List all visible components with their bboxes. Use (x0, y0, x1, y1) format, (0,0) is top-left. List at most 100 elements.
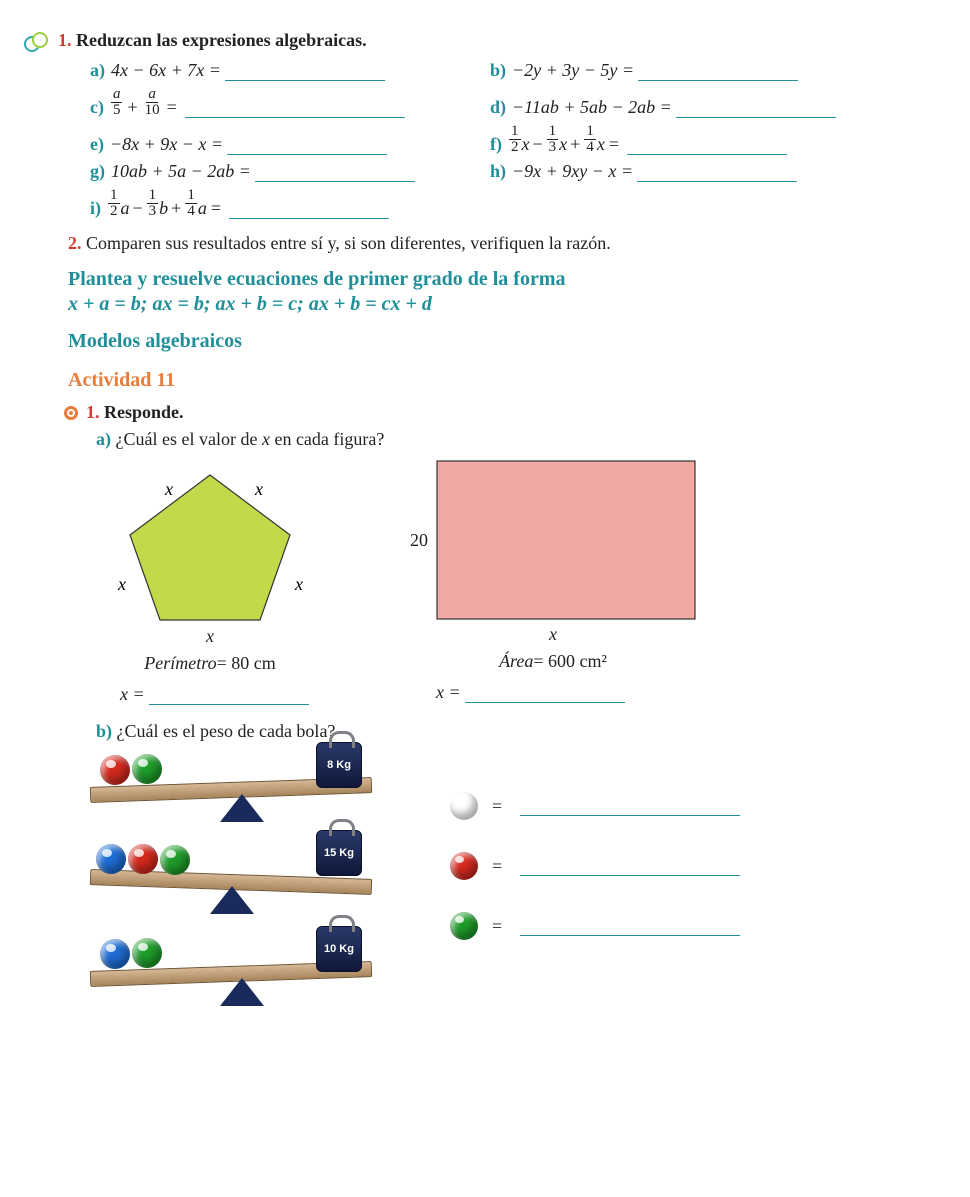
exercise-2: 2. Comparen sus resultados entre sí y, s… (68, 233, 930, 254)
q-letter: a) (96, 429, 111, 449)
green-ball (132, 754, 162, 784)
red-ball (100, 755, 130, 785)
item-letter: c) (90, 97, 104, 118)
balances-section: 8 Kg 15 Kg 10 Kg = = (90, 752, 930, 1006)
op: − (533, 134, 543, 155)
weight-10kg: 10 Kg (316, 926, 362, 972)
op: + (570, 134, 580, 155)
question-a: a) ¿Cuál es el valor de x en cada figura… (96, 429, 930, 450)
answer-blank[interactable] (227, 134, 387, 155)
legend-red: = (450, 852, 740, 880)
red-ball-icon (450, 852, 478, 880)
rectangle-caption: Área = 600 cm² (499, 651, 607, 672)
frac-den: 2 (509, 140, 521, 155)
caption-rest: = 80 cm (217, 653, 276, 674)
ex1-title: Reduzcan las expresiones algebraicas. (76, 30, 367, 50)
answer-blank[interactable] (465, 682, 625, 703)
answer-blank[interactable] (225, 60, 385, 81)
item-expr: 4x − 6x + 7x = (111, 60, 221, 81)
item-expr: −9x + 9xy − x = (512, 161, 633, 182)
frac-num: 1 (509, 124, 521, 140)
item-letter: f) (490, 134, 502, 155)
answer-blank[interactable] (676, 97, 836, 118)
weight-15kg: 15 Kg (316, 830, 362, 876)
var: x (522, 134, 530, 155)
rectangle-shape (437, 461, 695, 619)
frac-num: 1 (584, 124, 596, 140)
green-ball (132, 938, 162, 968)
eq: = (492, 796, 502, 817)
answer-blank[interactable] (637, 161, 797, 182)
activity-heading: Actividad 11 (68, 369, 930, 392)
answer-blank[interactable] (229, 198, 389, 219)
item-f: f) 12x − 13x + 14x = (490, 124, 920, 155)
frac-num: 1 (185, 188, 197, 204)
frac-den: 3 (147, 204, 159, 219)
pentagon-answer: x = (120, 684, 309, 705)
section-heading-1a: Plantea y resuelve ecuaciones de primer … (68, 268, 930, 291)
ball-legend: = = = (450, 792, 740, 1006)
answer-blank[interactable] (185, 97, 405, 118)
blue-ball (100, 939, 130, 969)
frac-num: a (146, 87, 158, 103)
caption-word: Área (499, 651, 533, 672)
green-ball (160, 845, 190, 875)
frac-num: a (111, 87, 123, 103)
item-e: e) −8x + 9x − x = (90, 134, 490, 155)
var: b (159, 198, 168, 219)
answer-blank[interactable] (255, 161, 415, 182)
side-label: x (164, 479, 173, 499)
act1-number: 1. (86, 402, 100, 422)
answer-blank[interactable] (520, 796, 740, 817)
balance-stack: 8 Kg 15 Kg 10 Kg (90, 752, 370, 1006)
item-expr: 10ab + 5a − 2ab = (111, 161, 251, 182)
answer-label: x = (436, 682, 461, 703)
op: + (171, 198, 181, 219)
exercise-1-header: 1. Reduzcan las expresiones algebraicas. (60, 30, 930, 54)
target-icon (64, 406, 78, 420)
section-heading-2: Modelos algebraicos (68, 330, 930, 353)
item-expr: −8x + 9x − x = (110, 134, 223, 155)
item-i: i) 12a − 13b + 14a = (90, 188, 490, 219)
frac-den: 4 (584, 140, 596, 155)
side-label: x (254, 479, 263, 499)
answer-blank[interactable] (149, 684, 309, 705)
question-b: b) ¿Cuál es el peso de cada bola? (96, 721, 930, 742)
blue-ball-icon (450, 792, 478, 820)
ex2-text: Comparen sus resultados entre sí y, si s… (86, 233, 611, 253)
item-expr: −11ab + 5ab − 2ab = (512, 97, 672, 118)
frac-den: 3 (547, 140, 559, 155)
answer-blank[interactable] (638, 60, 798, 81)
balance-2: 15 Kg (90, 844, 370, 914)
var: a (121, 198, 130, 219)
eq: = (492, 916, 502, 937)
item-letter: e) (90, 134, 104, 155)
double-circle-icon (24, 32, 50, 54)
var: x (559, 134, 567, 155)
var: a (198, 198, 207, 219)
q-letter: b) (96, 721, 112, 741)
item-letter: a) (90, 60, 105, 81)
item-g: g) 10ab + 5a − 2ab = (90, 161, 490, 182)
item-d: d) −11ab + 5ab − 2ab = (490, 97, 920, 118)
legend-green: = (450, 912, 740, 940)
figures-row: x x x x x Perímetro = 80 cm x = 20 x Áre… (110, 460, 930, 705)
answer-blank[interactable] (520, 916, 740, 937)
green-ball-icon (450, 912, 478, 940)
pentagon-svg: x x x x (110, 460, 310, 630)
caption-word: Perímetro (144, 653, 216, 674)
answer-blank[interactable] (627, 134, 787, 155)
item-letter: h) (490, 161, 506, 182)
section-heading-1b: x + a = b; ax = b; ax + b = c; ax + b = … (68, 293, 930, 316)
op: − (133, 198, 143, 219)
expression-grid: a) 4x − 6x + 7x = b) −2y + 3y − 5y = c) … (90, 60, 930, 219)
height-label: 20 (410, 530, 428, 551)
eq: = (492, 856, 502, 877)
legend-blue: = (450, 792, 740, 820)
answer-blank[interactable] (520, 856, 740, 877)
weight-8kg: 8 Kg (316, 742, 362, 788)
frac-den: 2 (108, 204, 120, 219)
caption-rest: = 600 cm² (533, 651, 607, 672)
item-b: b) −2y + 3y − 5y = (490, 60, 920, 81)
pentagon-figure: x x x x x Perímetro = 80 cm x = (110, 460, 310, 705)
